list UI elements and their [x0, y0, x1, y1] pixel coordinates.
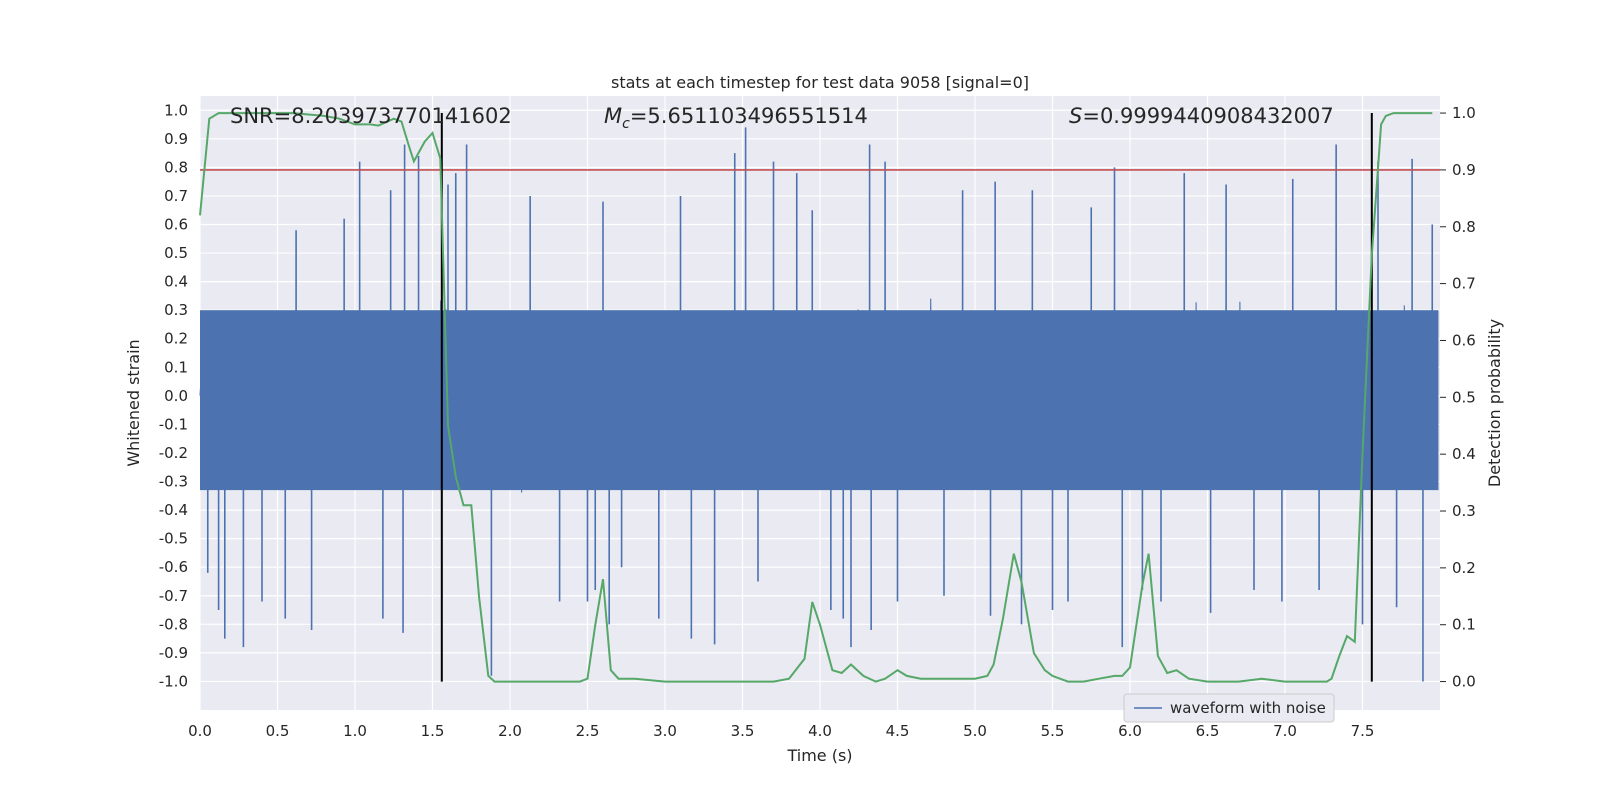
- y-left-tick-label: 0.5: [164, 244, 188, 262]
- y-right-tick-label: 0.5: [1452, 388, 1476, 406]
- x-tick-label: 6.0: [1118, 722, 1142, 740]
- y-left-tick-label: -1.0: [159, 672, 188, 690]
- y-axis-right-label: Detection probability: [1485, 319, 1504, 487]
- y-left-tick-label: -0.3: [159, 473, 188, 491]
- y-left-tick-label: -0.4: [159, 501, 188, 519]
- y-left-tick-label: 0.6: [164, 216, 188, 234]
- significance-symbol: S: [1069, 104, 1082, 128]
- y-left-tick-label: 0.0: [164, 387, 188, 405]
- snr-annotation: SNR=8.203973770141602: [230, 104, 512, 128]
- y-right-tick-label: 0.0: [1452, 673, 1476, 691]
- y-left-tick-label: 0.2: [164, 330, 188, 348]
- y-left-tick-label: 0.9: [164, 130, 188, 148]
- y-left-tick-label: -0.7: [159, 587, 188, 605]
- y-right-tick-label: 0.2: [1452, 559, 1476, 577]
- y-left-tick-label: -0.1: [159, 415, 188, 433]
- x-tick-label: 1.0: [343, 722, 367, 740]
- y-left-tick-label: 0.7: [164, 187, 188, 205]
- y-axis-left-label-text: Whitened strain: [124, 339, 143, 466]
- y-right-tick-label: 0.7: [1452, 275, 1476, 293]
- y-right-tick-label: 0.6: [1452, 331, 1476, 349]
- x-tick-label: 7.5: [1351, 722, 1375, 740]
- x-tick-label: 7.0: [1273, 722, 1297, 740]
- y-right-tick-label: 0.3: [1452, 502, 1476, 520]
- chart-title: stats at each timestep for test data 905…: [611, 73, 1029, 92]
- axes: 0.0 0.5 1.0 1.5 2.0 2.5 3.0 3.5 4.0 4.5 5.0 5.5 6.0 6…: [159, 101, 1476, 740]
- x-tick-label: 5.0: [963, 722, 987, 740]
- y-left-tick-label: 0.1: [164, 358, 188, 376]
- y-left-tick-label: 0.4: [164, 273, 188, 291]
- y-left-tick-label: 0.3: [164, 301, 188, 319]
- legend-box: [1123, 693, 1335, 723]
- waveform-series: [199, 127, 1439, 682]
- y-right-tick-label: 0.4: [1452, 445, 1476, 463]
- chirp-mass-annotation: Mc=5.651103496551514: [604, 104, 868, 132]
- y-right-tick-label: 0.9: [1452, 161, 1476, 179]
- x-tick-label: 1.5: [421, 722, 445, 740]
- x-axis-label: Time (s): [786, 746, 852, 765]
- chirp-mass-value: =5.651103496551514: [630, 104, 868, 128]
- y-left-tick-label: -0.5: [159, 530, 188, 548]
- y-left-tick-label: -0.9: [159, 644, 188, 662]
- y-right-tick-label: 1.0: [1452, 104, 1476, 122]
- y-left-tick-label: -0.8: [159, 615, 188, 633]
- chirp-mass-symbol: M: [604, 104, 622, 128]
- x-tick-label: 6.5: [1196, 722, 1220, 740]
- y-right-tick-label: 0.1: [1452, 616, 1476, 634]
- legend: waveform with noise: [1123, 693, 1335, 723]
- y-left-tick-label: 1.0: [164, 101, 188, 119]
- x-tick-label: 3.0: [653, 722, 677, 740]
- x-tick-label: 4.0: [808, 722, 832, 740]
- y-left-tick-label: -0.6: [159, 558, 188, 576]
- y-left-tick-label: -0.2: [159, 444, 188, 462]
- y-left-tick-label: 0.8: [164, 158, 188, 176]
- x-tick-label: 0.5: [266, 722, 290, 740]
- x-tick-label: 2.0: [498, 722, 522, 740]
- significance-value: =0.9999440908432007: [1082, 104, 1333, 128]
- x-tick-label: 0.0: [188, 722, 212, 740]
- x-tick-label: 4.5: [886, 722, 910, 740]
- legend-label: waveform with noise: [1170, 699, 1326, 717]
- overlay: [199, 112, 1440, 683]
- x-tick-label: 2.5: [576, 722, 600, 740]
- detection-probability-line: [199, 112, 1433, 683]
- x-tick-label: 5.5: [1041, 722, 1065, 740]
- y-right-tick-label: 0.8: [1452, 218, 1476, 236]
- chirp-mass-subscript: c: [622, 116, 630, 132]
- x-tick-label: 3.5: [731, 722, 755, 740]
- waveform-core-band: [200, 310, 1439, 491]
- significance-annotation: S=0.9999440908432007: [1069, 104, 1334, 128]
